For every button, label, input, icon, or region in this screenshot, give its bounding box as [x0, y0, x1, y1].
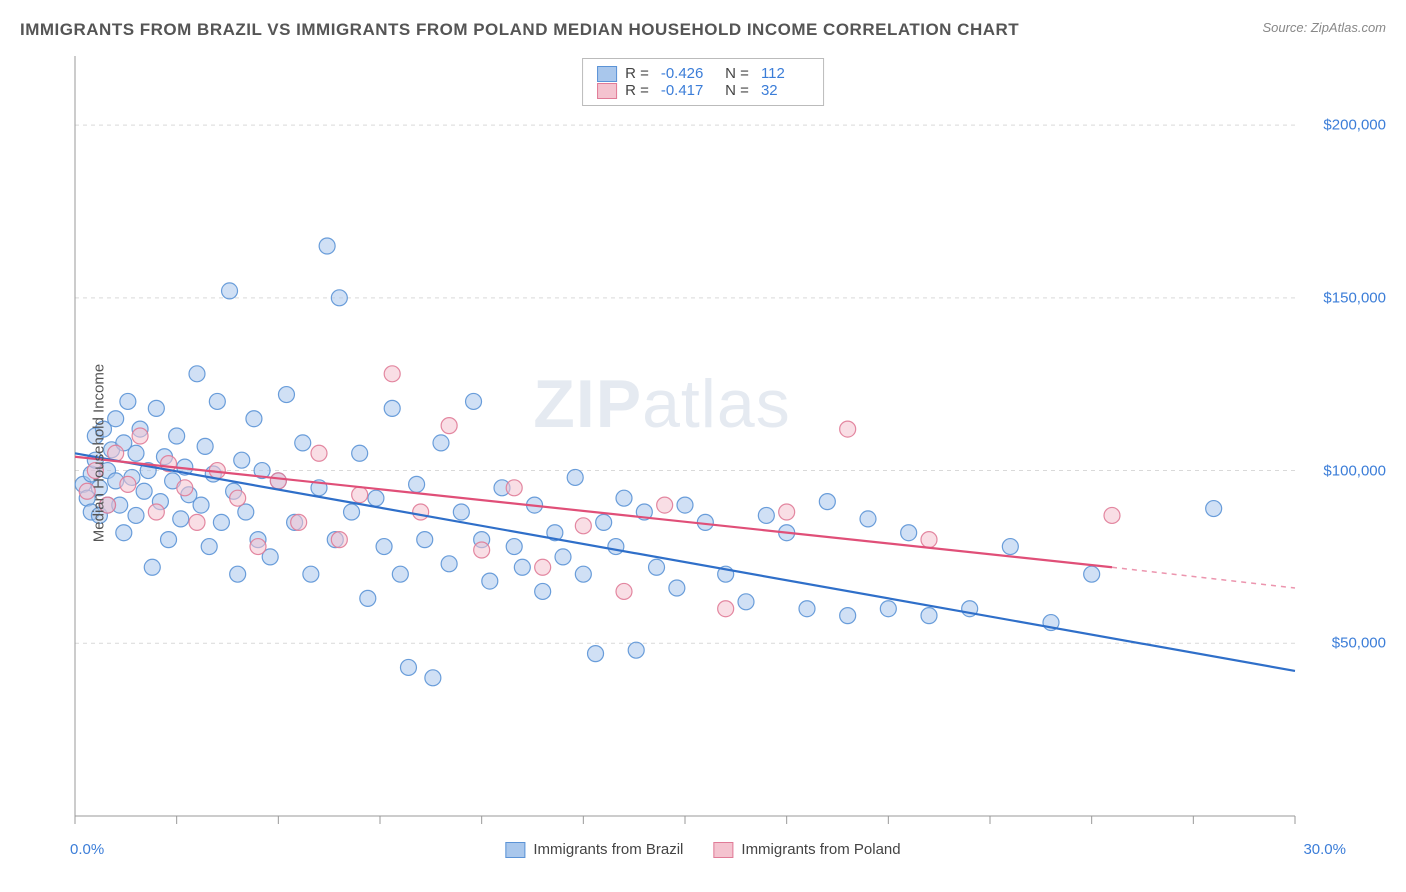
x-axis-min-label: 0.0% [70, 841, 104, 858]
series-legend: Immigrants from Brazil Immigrants from Po… [505, 841, 900, 858]
series-legend-label: Immigrants from Brazil [533, 841, 683, 858]
legend-swatch [505, 842, 525, 858]
y-axis-label: Median Household Income [91, 364, 108, 542]
scatter-chart [20, 48, 1386, 858]
y-tick-label: $50,000 [1332, 635, 1386, 652]
legend-swatch [597, 66, 617, 82]
stats-legend-row: R =-0.417 N =32 [597, 82, 809, 99]
y-tick-label: $150,000 [1323, 289, 1386, 306]
series-legend-label: Immigrants from Poland [741, 841, 900, 858]
x-axis-max-label: 30.0% [1303, 841, 1346, 858]
legend-swatch [597, 83, 617, 99]
series-legend-item: Immigrants from Poland [713, 841, 900, 858]
stats-legend-row: R =-0.426 N =112 [597, 65, 809, 82]
y-tick-label: $200,000 [1323, 117, 1386, 134]
series-legend-item: Immigrants from Brazil [505, 841, 683, 858]
chart-title: IMMIGRANTS FROM BRAZIL VS IMMIGRANTS FRO… [20, 20, 1019, 40]
source-label: Source: ZipAtlas.com [1262, 20, 1386, 35]
stats-legend: R =-0.426 N =112R =-0.417 N =32 [582, 58, 824, 106]
y-tick-label: $100,000 [1323, 462, 1386, 479]
legend-swatch [713, 842, 733, 858]
chart-container: Median Household Income ZIPatlas R =-0.4… [20, 48, 1386, 858]
